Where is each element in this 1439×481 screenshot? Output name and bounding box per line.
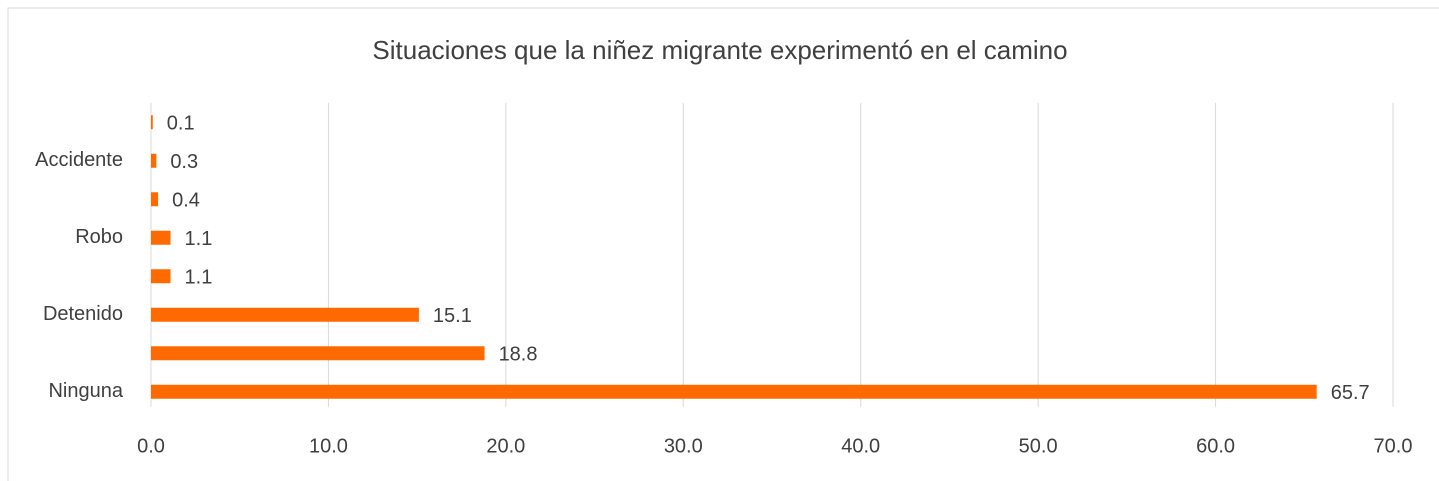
x-tick-label: 40.0 — [841, 435, 880, 457]
x-tick-label: 70.0 — [1374, 435, 1413, 457]
x-tick-label: 0.0 — [137, 435, 165, 457]
data-label: 0.1 — [167, 113, 195, 135]
bar — [151, 384, 1317, 399]
y-tick-label: Detenido — [43, 303, 123, 325]
bar — [151, 269, 171, 284]
data-label: 1.1 — [185, 228, 213, 250]
y-tick-label: Ninguna — [48, 380, 123, 402]
x-tick-label: 10.0 — [309, 435, 348, 457]
bar — [151, 115, 153, 130]
bar — [151, 153, 157, 168]
y-tick-label: Robo — [75, 226, 123, 248]
bar — [151, 192, 159, 207]
x-tick-label: 50.0 — [1019, 435, 1058, 457]
data-label: 1.1 — [185, 267, 213, 289]
y-tick-label: Accidente — [35, 149, 123, 171]
bar — [151, 230, 171, 245]
data-label: 18.8 — [499, 344, 538, 366]
data-label: 15.1 — [433, 305, 472, 327]
x-tick-label: 30.0 — [664, 435, 703, 457]
bar — [151, 307, 419, 322]
data-label: 0.4 — [172, 190, 200, 212]
data-label: 0.3 — [170, 151, 198, 173]
data-label: 65.7 — [1331, 382, 1370, 404]
chart-title: Situaciones que la niñez migrante experi… — [372, 35, 1067, 65]
bar — [151, 346, 485, 361]
x-tick-label: 20.0 — [486, 435, 525, 457]
chart-frame — [7, 7, 1439, 481]
x-tick-label: 60.0 — [1196, 435, 1235, 457]
